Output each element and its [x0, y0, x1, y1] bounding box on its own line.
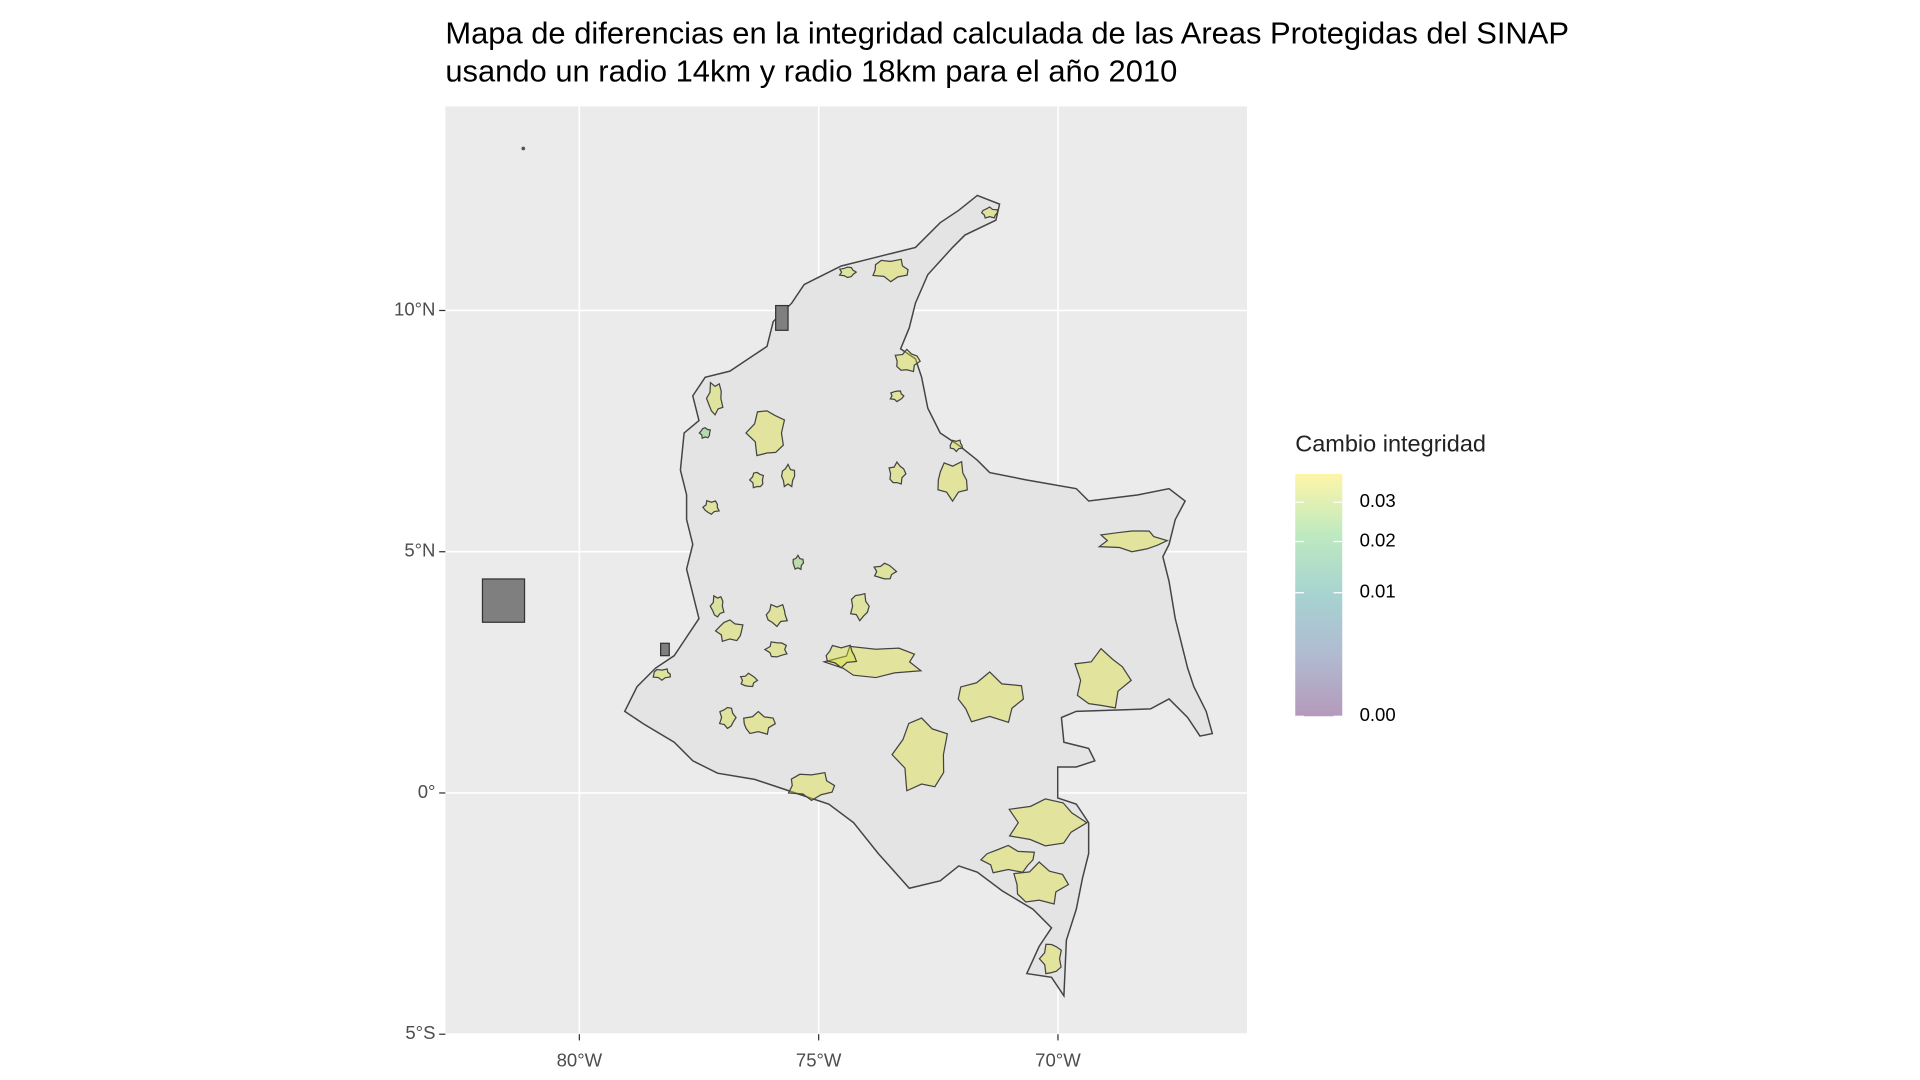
legend-title: Cambio integridad — [1295, 431, 1486, 457]
protected-area — [763, 641, 788, 658]
protected-area — [745, 410, 786, 457]
y-tick-label: 0° — [418, 781, 436, 802]
protected-area — [1008, 798, 1089, 847]
colorbar-tick-label: 0.00 — [1360, 704, 1396, 725]
protected-area — [872, 258, 909, 283]
protected-area — [957, 671, 1025, 724]
protected-area — [849, 592, 870, 622]
protected-area — [891, 717, 949, 792]
na-area — [481, 578, 526, 623]
protected-area — [765, 603, 789, 628]
protected-area — [979, 844, 1036, 874]
chart-subtitle: usando un radio 14km y radio 18km para e… — [445, 54, 1177, 89]
protected-area — [873, 562, 898, 580]
protected-area — [792, 554, 805, 571]
protected-area — [888, 460, 907, 485]
x-tick-label: 75°W — [796, 1049, 842, 1070]
protected-area — [1038, 943, 1062, 975]
protected-area — [894, 348, 921, 373]
protected-area — [705, 381, 724, 416]
protected-area — [652, 668, 671, 682]
protected-area — [698, 426, 712, 440]
protected-area — [702, 499, 721, 516]
na-area — [659, 642, 670, 657]
chart-title: Mapa de diferencias en la integridad cal… — [445, 15, 1569, 50]
y-tick-label: 5°N — [404, 540, 435, 561]
protected-area — [889, 390, 905, 403]
plot-area: Mapa de diferencias en la integridad cal… — [394, 15, 1569, 1070]
colorbar-tick-label: 0.03 — [1360, 490, 1396, 511]
protected-area — [949, 439, 964, 453]
x-tick-label: 80°W — [557, 1049, 603, 1070]
protected-area — [780, 463, 796, 488]
legend: Cambio integridad 0.00 0.01 0.02 0.03 — [1295, 431, 1486, 725]
protected-area — [838, 266, 858, 279]
protected-area — [980, 206, 999, 219]
protected-area — [743, 710, 777, 736]
colorbar-tick-label: 0.02 — [1360, 529, 1396, 550]
protected-area — [1013, 861, 1070, 905]
colorbar-tick-label: 0.01 — [1360, 581, 1396, 602]
y-tick-label: 10°N — [394, 298, 435, 319]
protected-area — [821, 645, 923, 679]
axes: 80°W 75°W 70°W 5°S 0° 5°N 10°N — [394, 298, 1081, 1070]
protected-area — [718, 706, 737, 730]
protected-area — [709, 594, 725, 618]
protected-area — [937, 460, 968, 503]
protected-area — [739, 672, 759, 688]
protected-area — [1074, 647, 1133, 709]
colorbar — [1295, 473, 1343, 717]
y-tick-label: 5°S — [405, 1022, 435, 1043]
protected-area — [825, 644, 858, 669]
country-outline — [623, 194, 1214, 999]
protected-area — [748, 471, 765, 489]
protected-area — [714, 619, 744, 643]
protected-area — [1097, 530, 1170, 553]
island — [521, 146, 526, 151]
x-tick-label: 70°W — [1035, 1049, 1081, 1070]
protected-areas — [652, 206, 1170, 975]
protected-area — [787, 771, 836, 802]
na-area — [775, 304, 789, 331]
